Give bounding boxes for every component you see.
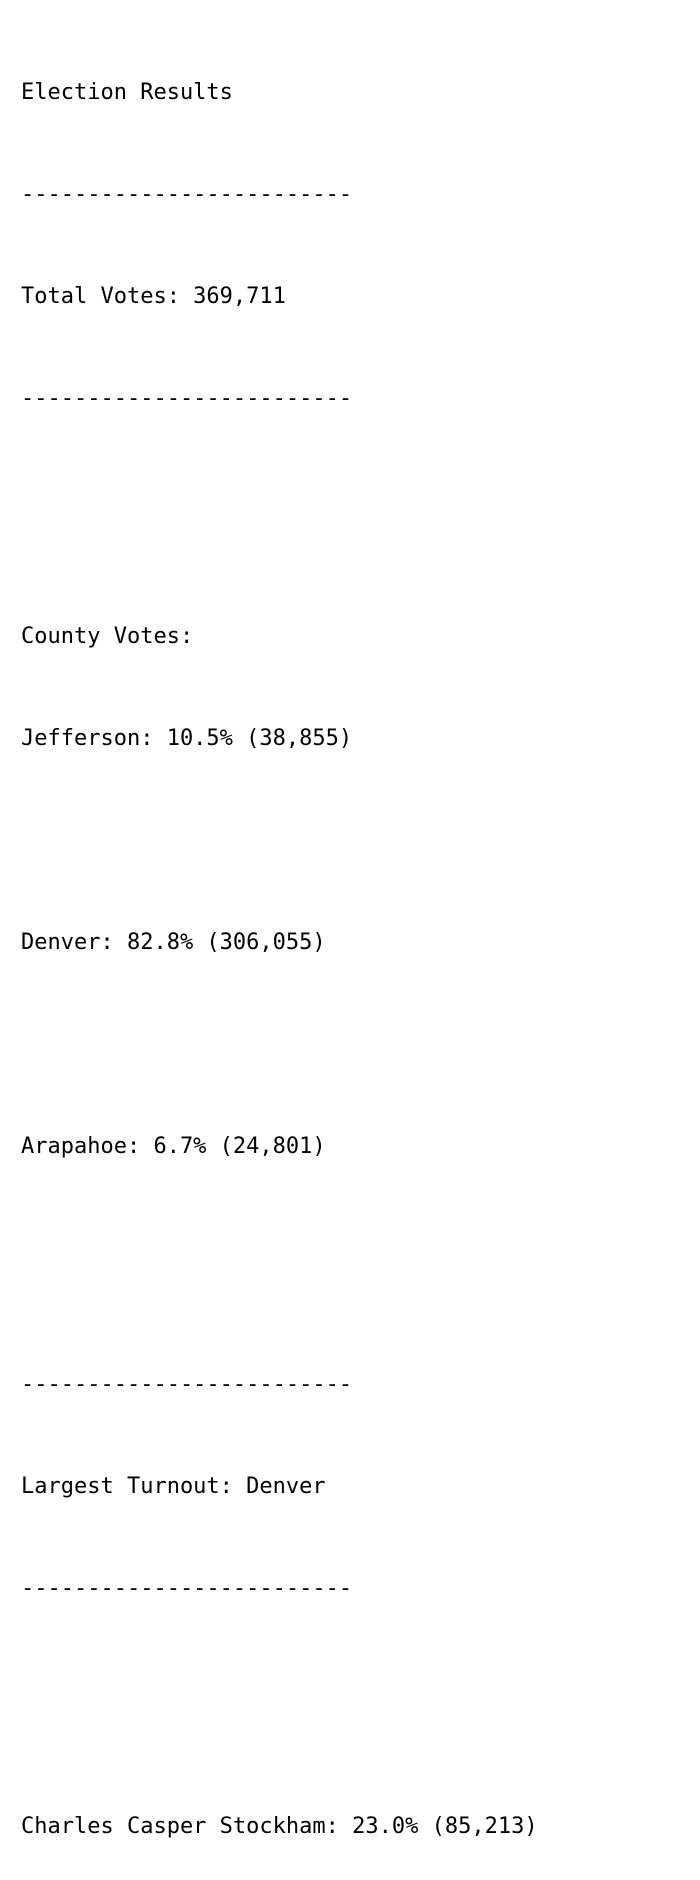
county-line-jefferson: Jefferson: 10.5% (38,855) xyxy=(21,726,353,751)
divider-1: ------------------------- xyxy=(21,182,353,207)
candidate-line-stockham: Charles Casper Stockham: 23.0% (85,213) xyxy=(21,1814,538,1839)
blank-line xyxy=(21,824,700,858)
divider-3: ------------------------- xyxy=(21,1372,353,1397)
county-votes-header: County Votes: xyxy=(21,624,194,649)
blank-line xyxy=(21,484,700,518)
county-line-arapahoe: Arapahoe: 6.7% (24,801) xyxy=(21,1134,326,1159)
total-votes: Total Votes: 369,711 xyxy=(21,284,286,309)
blank-line xyxy=(21,1028,700,1062)
blank-line xyxy=(21,1674,700,1708)
divider-4: ------------------------- xyxy=(21,1576,353,1601)
blank-line xyxy=(21,1232,700,1266)
divider-2: ------------------------- xyxy=(21,386,353,411)
county-line-denver: Denver: 82.8% (306,055) xyxy=(21,930,326,955)
document-title: Election Results xyxy=(21,80,233,105)
largest-turnout: Largest Turnout: Denver xyxy=(21,1474,326,1499)
